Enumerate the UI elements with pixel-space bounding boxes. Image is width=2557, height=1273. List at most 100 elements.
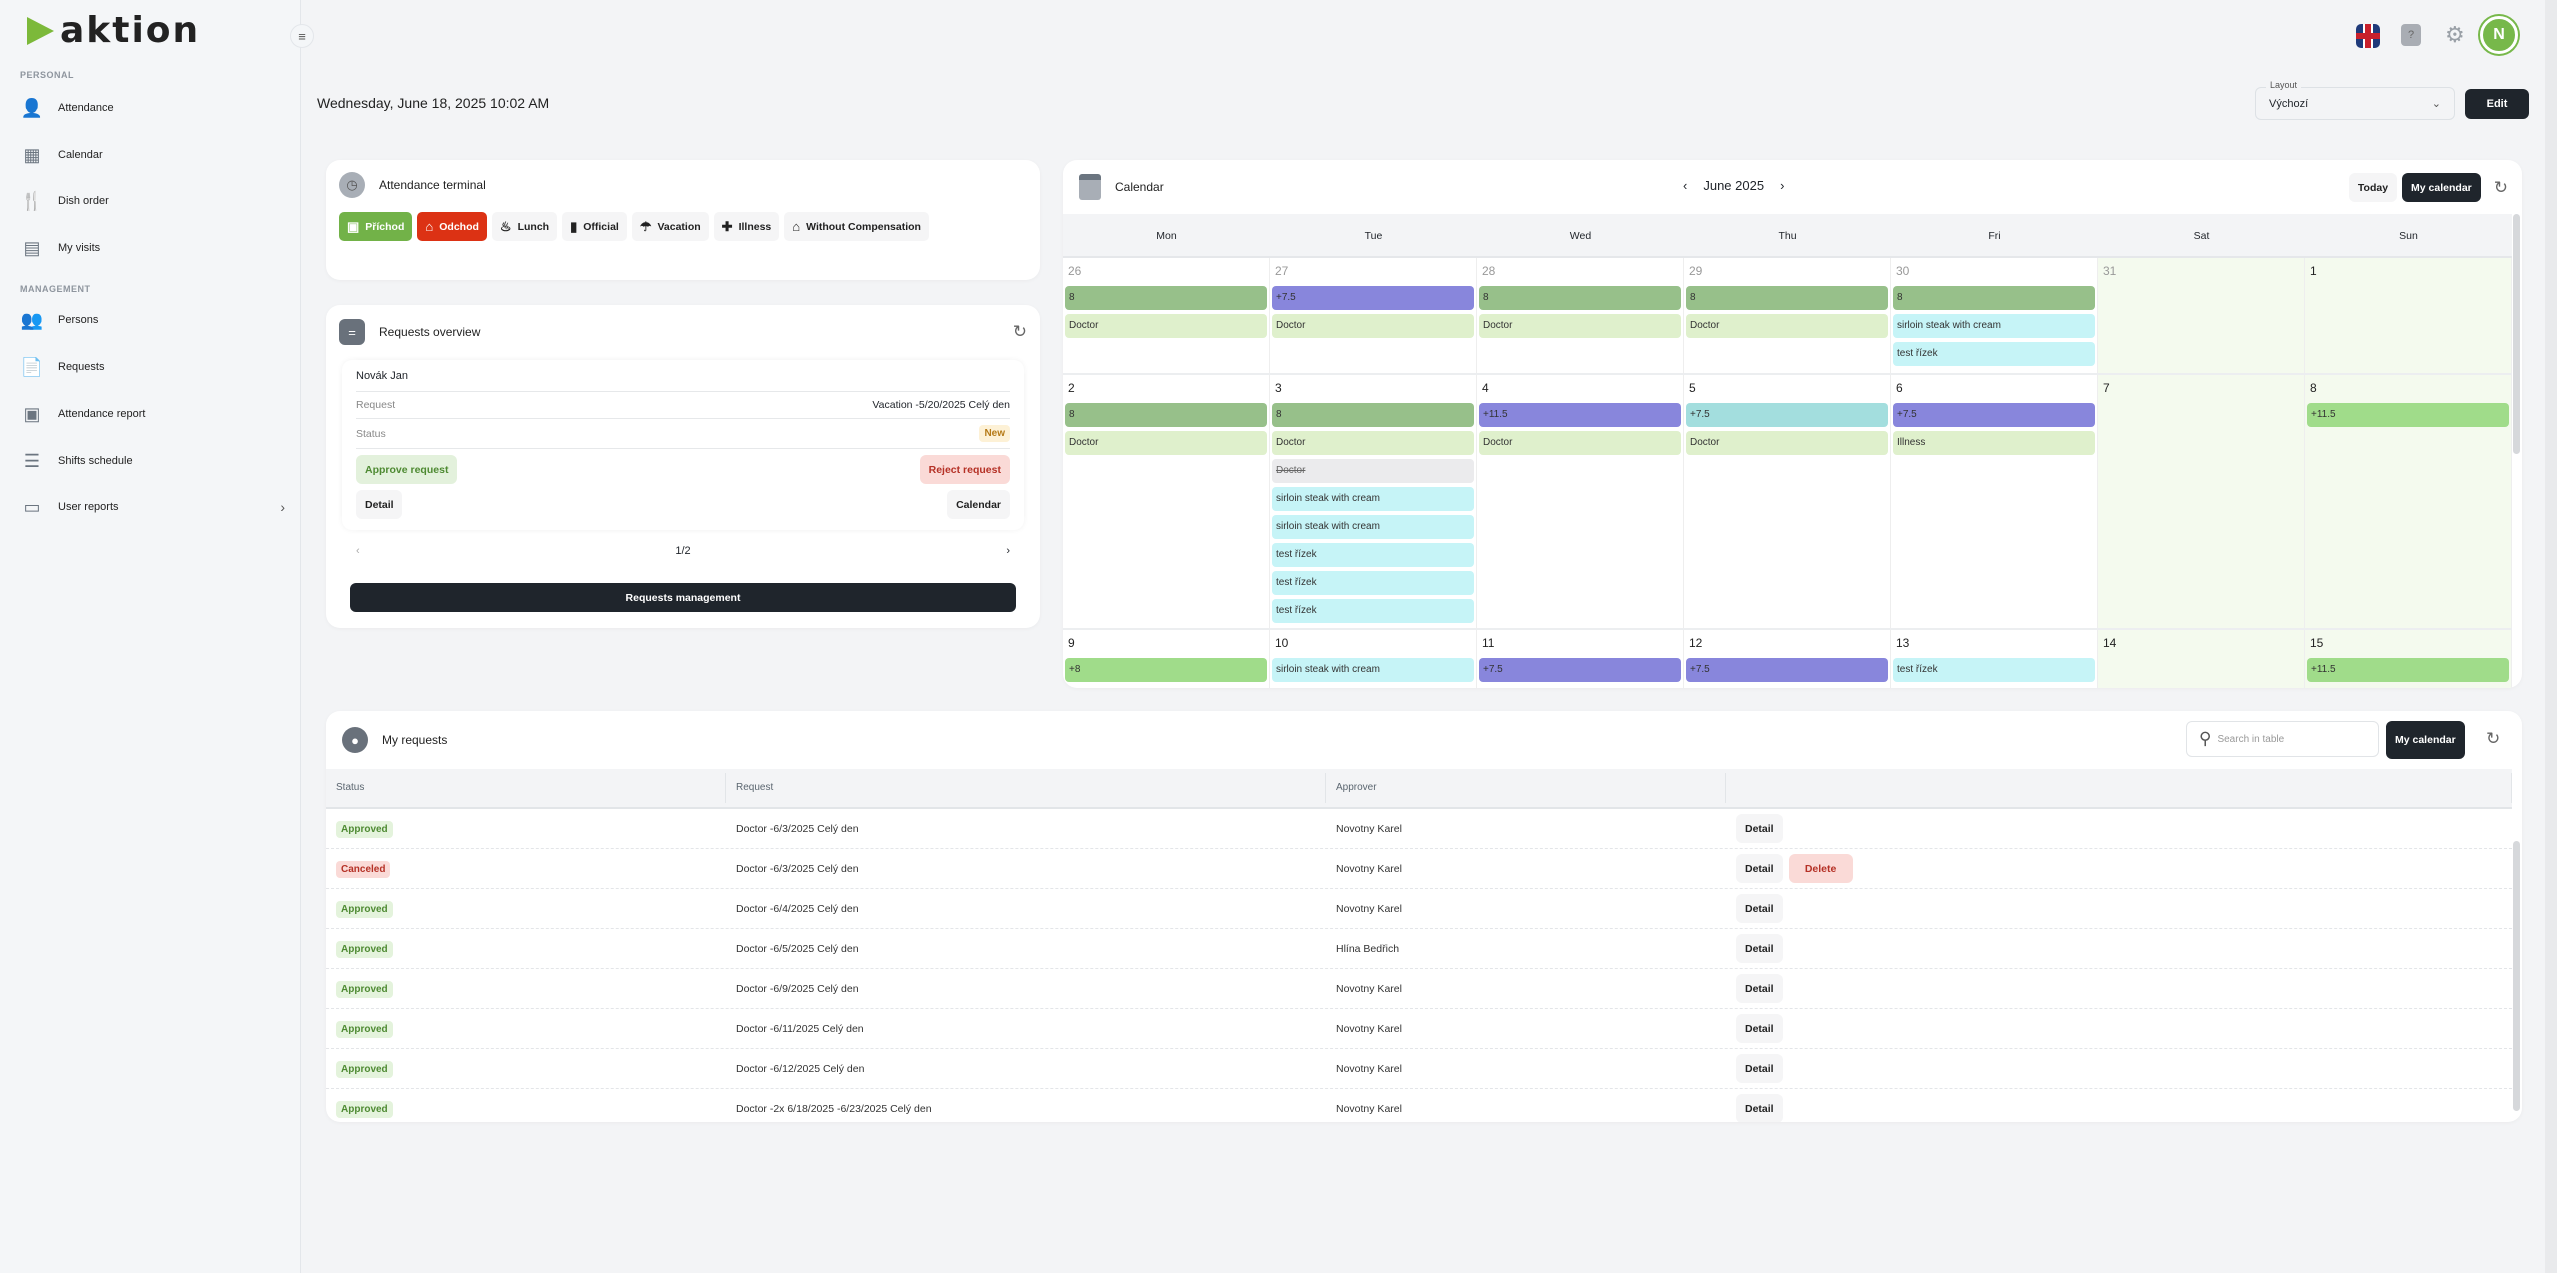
- prev-month-icon[interactable]: ‹: [1683, 178, 1688, 193]
- calendar-event[interactable]: test řízek: [1272, 599, 1474, 623]
- calendar-event[interactable]: +11.5: [1479, 403, 1681, 427]
- detail-button[interactable]: Detail: [1736, 854, 1783, 883]
- detail-button[interactable]: Detail: [1736, 974, 1783, 1003]
- calendar-event[interactable]: 8: [1893, 286, 2095, 310]
- gear-icon[interactable]: ⚙: [2445, 22, 2465, 47]
- terminal-button-lunch[interactable]: ♨ Lunch: [491, 212, 558, 241]
- aktion-logo[interactable]: aktion: [27, 13, 200, 49]
- calendar-event[interactable]: Doctor: [1272, 314, 1474, 338]
- detail-button[interactable]: Detail: [1736, 1094, 1783, 1122]
- today-button[interactable]: Today: [2348, 173, 2398, 202]
- calendar-event[interactable]: Doctor: [1065, 431, 1267, 455]
- terminal-button-official[interactable]: ▮ Official: [562, 212, 627, 241]
- calendar-event[interactable]: +7.5: [1686, 658, 1888, 682]
- sidebar-item-attendance[interactable]: 👤 Attendance: [20, 93, 285, 123]
- refresh-icon[interactable]: ↻: [2493, 177, 2508, 197]
- calendar-day[interactable]: 10 sirloin steak with cream: [1270, 630, 1477, 688]
- calendar-event[interactable]: Doctor: [1479, 431, 1681, 455]
- calendar-day[interactable]: 7: [2098, 375, 2305, 628]
- calendar-day[interactable]: 4 +11.5 Doctor: [1477, 375, 1684, 628]
- calendar-event[interactable]: sirloin steak with cream: [1272, 487, 1474, 511]
- sidebar-item-shifts-schedule[interactable]: ☰ Shifts schedule: [20, 446, 285, 476]
- layout-select[interactable]: Layout Výchozí ⌄: [2255, 80, 2455, 120]
- terminal-button-příchod[interactable]: ▣ Příchod: [339, 212, 413, 241]
- language-flag-icon[interactable]: [2356, 24, 2380, 48]
- my-calendar-button[interactable]: My calendar: [2386, 721, 2465, 759]
- terminal-button-without-compensation[interactable]: ⌂ Without Compensation: [784, 212, 929, 241]
- calendar-day[interactable]: 1: [2305, 258, 2512, 373]
- calendar-event[interactable]: Doctor: [1686, 314, 1888, 338]
- calendar-day[interactable]: 26 8 Doctor: [1063, 258, 1270, 373]
- calendar-day[interactable]: 11 +7.5: [1477, 630, 1684, 688]
- calendar-event[interactable]: 8: [1686, 286, 1888, 310]
- calendar-day[interactable]: 3 8 Doctor Doctor sirloin steak with cream si…: [1270, 375, 1477, 628]
- calendar-event[interactable]: 8: [1272, 403, 1474, 427]
- sidebar-item-attendance-report[interactable]: ▣ Attendance report: [20, 399, 285, 429]
- detail-button[interactable]: Detail: [1736, 814, 1783, 843]
- sidebar-item-user-reports[interactable]: ▭ User reports ›: [20, 492, 285, 522]
- chevron-left-icon[interactable]: ‹: [356, 545, 360, 557]
- calendar-event[interactable]: +11.5: [2307, 658, 2509, 682]
- terminal-button-illness[interactable]: ✚ Illness: [713, 212, 780, 241]
- calendar-day[interactable]: 12 +7.5: [1684, 630, 1891, 688]
- detail-button[interactable]: Detail: [1736, 1054, 1783, 1083]
- terminal-button-odchod[interactable]: ⌂ Odchod: [417, 212, 487, 241]
- calendar-event[interactable]: +8: [1065, 658, 1267, 682]
- refresh-icon[interactable]: ↻: [1012, 322, 1027, 341]
- detail-button[interactable]: Detail: [356, 490, 402, 519]
- calendar-day[interactable]: 30 8 sirloin steak with cream test řízek: [1891, 258, 2098, 373]
- calendar-event[interactable]: Doctor: [1065, 314, 1267, 338]
- my-calendar-button[interactable]: My calendar: [2402, 173, 2481, 202]
- help-icon[interactable]: ?: [2401, 24, 2421, 46]
- calendar-event[interactable]: +7.5: [1893, 403, 2095, 427]
- column-header-status[interactable]: Status: [326, 773, 726, 803]
- calendar-event[interactable]: sirloin steak with cream: [1893, 314, 2095, 338]
- sidebar-item-my-visits[interactable]: ▤ My visits: [20, 233, 285, 263]
- menu-toggle-button[interactable]: ≡: [290, 24, 314, 48]
- calendar-event[interactable]: test řízek: [1272, 543, 1474, 567]
- terminal-button-vacation[interactable]: ☂ Vacation: [631, 212, 709, 241]
- calendar-day[interactable]: 9 +8: [1063, 630, 1270, 688]
- detail-button[interactable]: Detail: [1736, 934, 1783, 963]
- calendar-scrollbar[interactable]: [2513, 214, 2520, 454]
- calendar-event[interactable]: +7.5: [1686, 403, 1888, 427]
- calendar-event[interactable]: +7.5: [1479, 658, 1681, 682]
- sidebar-item-requests[interactable]: 📄 Requests: [20, 352, 285, 382]
- calendar-day[interactable]: 15 +11.5: [2305, 630, 2512, 688]
- calendar-day[interactable]: 2 8 Doctor: [1063, 375, 1270, 628]
- reject-request-button[interactable]: Reject request: [919, 455, 1010, 484]
- detail-button[interactable]: Detail: [1736, 894, 1783, 923]
- calendar-event[interactable]: Doctor: [1272, 459, 1474, 483]
- calendar-event[interactable]: Doctor: [1479, 314, 1681, 338]
- search-input[interactable]: ⚲ Search in table: [2186, 721, 2379, 757]
- page-scrollbar[interactable]: [2545, 0, 2557, 1273]
- calendar-event[interactable]: Doctor: [1686, 431, 1888, 455]
- calendar-day[interactable]: 13 test řízek: [1891, 630, 2098, 688]
- edit-button[interactable]: Edit: [2465, 89, 2529, 119]
- calendar-day[interactable]: 6 +7.5 Illness: [1891, 375, 2098, 628]
- detail-button[interactable]: Detail: [1736, 1014, 1783, 1043]
- calendar-event[interactable]: Illness: [1893, 431, 2095, 455]
- calendar-event[interactable]: test řízek: [1893, 342, 2095, 366]
- calendar-day[interactable]: 28 8 Doctor: [1477, 258, 1684, 373]
- calendar-day[interactable]: 8 +11.5: [2305, 375, 2512, 628]
- approve-request-button[interactable]: Approve request: [356, 455, 458, 484]
- sidebar-item-persons[interactable]: 👥 Persons: [20, 305, 285, 335]
- calendar-day[interactable]: 14: [2098, 630, 2305, 688]
- calendar-event[interactable]: test řízek: [1272, 571, 1474, 595]
- calendar-day[interactable]: 29 8 Doctor: [1684, 258, 1891, 373]
- calendar-event[interactable]: +11.5: [2307, 403, 2509, 427]
- calendar-event[interactable]: sirloin steak with cream: [1272, 658, 1474, 682]
- column-header-approver[interactable]: Approver: [1326, 773, 1726, 803]
- column-header-request[interactable]: Request: [726, 773, 1326, 803]
- next-month-icon[interactable]: ›: [1780, 178, 1785, 193]
- table-scrollbar[interactable]: [2513, 841, 2520, 1111]
- calendar-event[interactable]: 8: [1065, 403, 1267, 427]
- refresh-icon[interactable]: ↻: [2486, 729, 2501, 748]
- calendar-day[interactable]: 5 +7.5 Doctor: [1684, 375, 1891, 628]
- chevron-right-icon[interactable]: ›: [1006, 545, 1010, 557]
- calendar-event[interactable]: sirloin steak with cream: [1272, 515, 1474, 539]
- sidebar-item-dish-order[interactable]: 🍴 Dish order: [20, 186, 285, 216]
- calendar-event[interactable]: 8: [1065, 286, 1267, 310]
- calendar-event[interactable]: test řízek: [1893, 658, 2095, 682]
